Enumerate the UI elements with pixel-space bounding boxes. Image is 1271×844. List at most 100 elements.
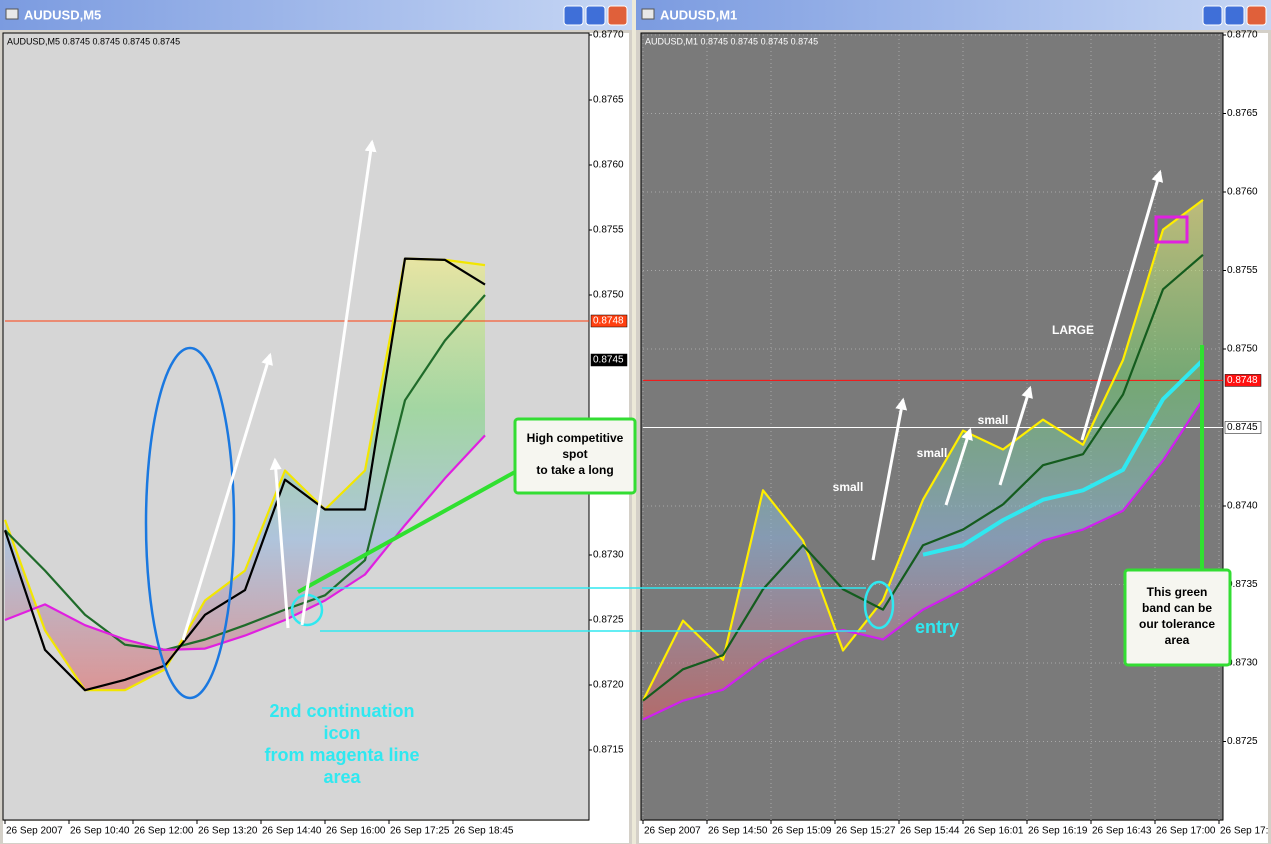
- series-line: [642, 398, 1204, 721]
- series-line: [642, 253, 1204, 702]
- maximize-button[interactable]: [1224, 5, 1245, 26]
- y-tick-label: 0.8750: [593, 290, 624, 301]
- level-label: 0.8748: [593, 316, 624, 327]
- x-tick-label: 26 Sep 17:: [1220, 826, 1268, 837]
- note-box: [1123, 568, 1232, 667]
- x-tick-label: 26 Sep 17:25: [390, 826, 450, 837]
- annotation-text: entry: [915, 617, 959, 637]
- window-icon: [641, 8, 655, 20]
- annotation-text: 2nd continuation: [270, 701, 415, 721]
- y-tick-label: 0.8720: [593, 680, 624, 691]
- level-label: 0.8745: [593, 355, 624, 366]
- axis-area: [1223, 33, 1268, 842]
- y-tick-label: 0.8730: [593, 550, 624, 561]
- y-tick-label: 0.8730: [1227, 658, 1258, 669]
- annotation-text: area: [1165, 633, 1190, 647]
- annotation-shape: [297, 470, 516, 594]
- chart-info: AUDUSD,M5 0.8745 0.8745 0.8745 0.8745: [7, 36, 180, 46]
- annotation-shape: [944, 427, 973, 506]
- y-tick-label: 0.8765: [1227, 108, 1258, 119]
- title-bar: [0, 0, 632, 30]
- series-line: [4, 294, 486, 651]
- annotation-text: area: [323, 767, 361, 787]
- annotation-text: to take a long: [536, 463, 613, 477]
- series-line: [4, 434, 486, 651]
- x-tick-label: 26 Sep 16:00: [326, 826, 386, 837]
- x-tick-label: 26 Sep 15:09: [772, 826, 832, 837]
- level-label: 0.8745: [1227, 422, 1258, 433]
- level-box: [1224, 421, 1262, 434]
- series-line: [642, 198, 1204, 702]
- ribbon-band: [643, 199, 1203, 720]
- x-tick-label: 26 Sep 16:19: [1028, 826, 1088, 837]
- annotation-shape: [269, 457, 290, 629]
- time-axis-area: [639, 821, 1268, 843]
- annotation-text: High competitive: [527, 431, 624, 445]
- note-box: [513, 417, 637, 495]
- x-tick-label: 26 Sep 12:00: [134, 826, 194, 837]
- level-box: [590, 353, 628, 367]
- y-tick-label: 0.8755: [1227, 265, 1258, 276]
- y-tick-label: 0.8715: [593, 745, 624, 756]
- chart-info: AUDUSD,M1 0.8745 0.8745 0.8745 0.8745: [645, 36, 818, 46]
- x-tick-label: 26 Sep 18:45: [454, 826, 514, 837]
- annotation-text: LARGE: [1052, 323, 1094, 337]
- annotation-shape: [871, 397, 908, 561]
- x-tick-label: 26 Sep 14:50: [708, 826, 768, 837]
- window-title: AUDUSD,M5: [24, 7, 101, 22]
- x-tick-label: 26 Sep 15:44: [900, 826, 960, 837]
- series-line: [922, 358, 1205, 557]
- y-tick-label: 0.8735: [1227, 579, 1258, 590]
- annotation-text: This green: [1147, 585, 1208, 599]
- y-tick-label: 0.8750: [1227, 344, 1258, 355]
- annotation-text: small: [917, 446, 948, 460]
- annotation-text: small: [978, 413, 1009, 427]
- series-line: [3, 257, 486, 692]
- minimize-button[interactable]: [563, 5, 584, 26]
- y-tick-label: 0.8740: [1227, 501, 1258, 512]
- annotation-text: small: [833, 480, 864, 494]
- annotation-shape: [863, 580, 895, 630]
- annotation-shape: [181, 352, 273, 641]
- x-tick-label: 26 Sep 16:43: [1092, 826, 1152, 837]
- x-tick-label: 26 Sep 2007: [644, 826, 701, 837]
- annotation-text: from magenta line: [264, 745, 419, 765]
- y-tick-label: 0.8755: [593, 225, 624, 236]
- annotation-shape: [1154, 215, 1189, 244]
- x-tick-label: 26 Sep 10:40: [70, 826, 130, 837]
- ribbon-band: [5, 258, 485, 691]
- window-title: AUDUSD,M1: [660, 7, 737, 22]
- title-bar: [636, 0, 1271, 30]
- x-tick-label: 26 Sep 14:40: [262, 826, 322, 837]
- annotation-text: icon: [323, 723, 360, 743]
- annotation-shape: [144, 346, 236, 700]
- x-tick-label: 26 Sep 16:01: [964, 826, 1024, 837]
- y-tick-label: 0.8760: [1227, 187, 1258, 198]
- y-tick-label: 0.8770: [593, 30, 624, 41]
- minimize-button[interactable]: [1202, 5, 1223, 26]
- annotation-text: band can be: [1142, 601, 1212, 615]
- maximize-button[interactable]: [585, 5, 606, 26]
- annotation-text: spot: [562, 447, 587, 461]
- x-tick-label: 26 Sep 15:27: [836, 826, 896, 837]
- level-box: [1224, 374, 1262, 387]
- y-tick-label: 0.8725: [593, 615, 624, 626]
- level-label: 0.8748: [1227, 375, 1258, 386]
- y-tick-label: 0.8725: [1227, 736, 1258, 747]
- x-tick-label: 26 Sep 2007: [6, 826, 63, 837]
- annotation-shape: [998, 385, 1033, 486]
- window-icon: [5, 8, 19, 20]
- annotation-shape: [1080, 169, 1164, 441]
- annotation-text: our tolerance: [1139, 617, 1215, 631]
- y-tick-label: 0.8765: [593, 95, 624, 106]
- time-axis-area: [3, 821, 629, 843]
- y-tick-label: 0.8760: [593, 160, 624, 171]
- y-tick-label: 0.8770: [1227, 30, 1258, 41]
- x-tick-label: 26 Sep 13:20: [198, 826, 258, 837]
- close-button[interactable]: [1246, 5, 1267, 26]
- close-button[interactable]: [607, 5, 628, 26]
- x-tick-label: 26 Sep 17:00: [1156, 826, 1216, 837]
- annotation-shape: [300, 139, 377, 626]
- level-box: [590, 314, 628, 328]
